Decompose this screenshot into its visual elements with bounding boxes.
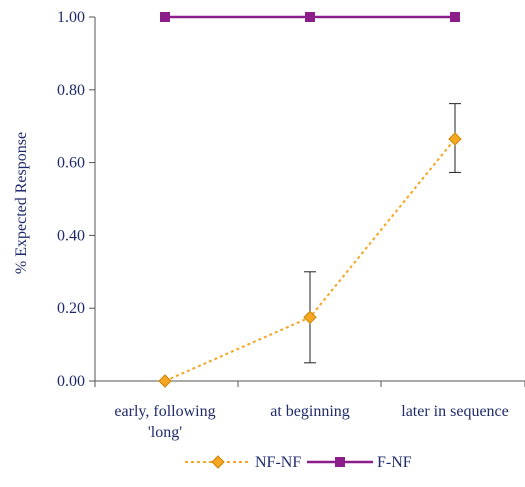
y-tick-label: 0.60	[57, 155, 85, 172]
legend: NF-NF F-NF	[185, 454, 412, 471]
y-ticks: 0.00 0.20 0.40 0.60 0.80 1.00	[57, 9, 95, 390]
x-tick-label: later in sequence	[401, 403, 509, 420]
y-axis-label: % Expected Response	[13, 132, 30, 274]
data-point-f-nf	[450, 12, 460, 22]
x-ticks: early, following 'long' at beginning later …	[94, 381, 525, 441]
x-tick-label-line: at beginning	[270, 403, 350, 420]
y-tick-label: 1.00	[57, 9, 85, 26]
x-tick-label-line: later in sequence	[401, 403, 509, 420]
y-tick-label: 0.80	[57, 82, 85, 99]
error-bars	[304, 103, 461, 364]
y-tick-label: 0.40	[57, 227, 85, 244]
legend-marker-nf-nf	[211, 455, 225, 469]
x-tick-label-line: 'long'	[148, 424, 182, 441]
data-point-f-nf	[305, 12, 315, 22]
data-point-nf-nf	[303, 310, 317, 325]
y-tick-label: 0.00	[57, 373, 85, 390]
legend-label-f-nf: F-NF	[377, 454, 412, 471]
x-tick-label: at beginning	[270, 403, 350, 420]
legend-marker-f-nf	[335, 457, 345, 467]
data-point-nf-nf	[448, 132, 462, 146]
legend-label-nf-nf: NF-NF	[255, 454, 301, 471]
data-point-f-nf	[160, 12, 170, 22]
series	[158, 12, 462, 388]
y-tick-label: 0.20	[57, 300, 85, 317]
x-tick-label: early, following 'long'	[114, 403, 215, 441]
x-tick-label-line: early, following	[114, 403, 215, 420]
data-point-nf-nf	[158, 374, 172, 388]
